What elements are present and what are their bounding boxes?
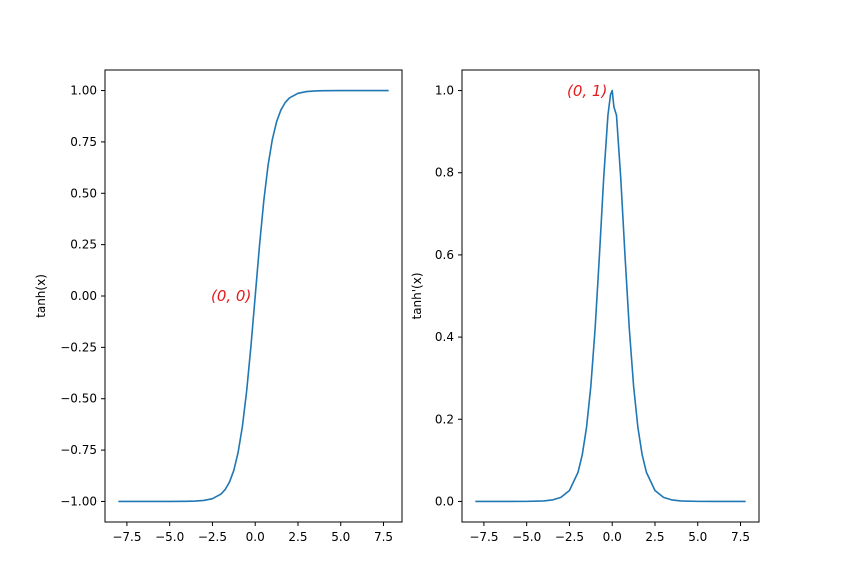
tanh-y-tick-label: −1.00 — [60, 494, 97, 508]
tanh-y-tick-label: −0.25 — [60, 340, 97, 354]
tanh-derivative-x-tick-label: −5.0 — [512, 530, 541, 544]
tanh-derivative-y-tick-label: 0.0 — [435, 494, 454, 508]
tanh-derivative-x-tick-label: −2.5 — [555, 530, 584, 544]
tanh-x-tick-label: −2.5 — [198, 530, 227, 544]
tanh-annotation: (0, 0) — [211, 287, 251, 305]
tanh-y-tick-label: −0.75 — [60, 443, 97, 457]
tanh-derivative-x-ticks: −7.5 −5.0 −2.5 0.0 2.5 5.0 7.5 — [469, 522, 750, 544]
tanh-y-tick-label: 0.25 — [70, 238, 97, 252]
tanh-derivative-x-tick-label: 5.0 — [688, 530, 707, 544]
tanh-derivative-y-tick-label: 0.8 — [435, 166, 454, 180]
tanh-x-tick-label: −7.5 — [112, 530, 141, 544]
tanh-derivative-y-ticks: 0.0 0.2 0.4 0.6 0.8 1.0 — [435, 84, 462, 508]
tanh-derivative-y-tick-label: 0.4 — [435, 330, 454, 344]
tanh-derivative-x-tick-label: 0.0 — [603, 530, 622, 544]
tanh-series-line — [118, 89, 389, 503]
tanh-y-axis-label: tanh(x) — [34, 274, 48, 318]
tanh-derivative-y-tick-label: 1.0 — [435, 84, 454, 98]
tanh-x-tick-label: 2.5 — [288, 530, 307, 544]
tanh-derivative-y-axis-label: tanh'(x) — [410, 272, 424, 319]
tanh-derivative-line-layer — [475, 89, 746, 503]
tanh-derivative-x-tick-label: 2.5 — [645, 530, 664, 544]
tanh-derivative-y-tick-label: 0.2 — [435, 412, 454, 426]
tanh-x-tick-label: 5.0 — [331, 530, 350, 544]
tanh-derivative-annotation: (0, 1) — [567, 82, 607, 100]
tanh-y-tick-label: −0.50 — [60, 392, 97, 406]
tanh-y-tick-label: 0.50 — [70, 186, 97, 200]
tanh-derivative-x-tick-label: 7.5 — [731, 530, 750, 544]
tanh-derivative-y-tick-label: 0.6 — [435, 248, 454, 262]
tanh-x-ticks: −7.5 −5.0 −2.5 0.0 2.5 5.0 7.5 — [112, 522, 393, 544]
tanh-derivative-subplot: −7.5 −5.0 −2.5 0.0 2.5 5.0 7.5 0.0 0.2 0.4 0.6 0.8… — [410, 69, 760, 544]
tanh-line-layer — [118, 89, 389, 503]
tanh-y-tick-label: 0.75 — [70, 135, 97, 149]
tanh-subplot: −7.5 −5.0 −2.5 0.0 2.5 5.0 7.5 −1.00 −0.75 −0.50… — [34, 69, 403, 544]
tanh-derivative-plot-frame — [461, 69, 760, 523]
tanh-y-tick-label: 1.00 — [70, 84, 97, 98]
tanh-y-tick-label: 0.00 — [70, 289, 97, 303]
tanh-y-ticks: −1.00 −0.75 −0.50 −0.25 0.00 0.25 0.50 0.75 1.00 — [60, 84, 105, 508]
tanh-derivative-series-line — [475, 89, 746, 503]
tanh-x-tick-label: −5.0 — [155, 530, 184, 544]
tanh-x-tick-label: 7.5 — [374, 530, 393, 544]
tanh-x-tick-label: 0.0 — [246, 530, 265, 544]
tanh-derivative-x-tick-label: −7.5 — [469, 530, 498, 544]
